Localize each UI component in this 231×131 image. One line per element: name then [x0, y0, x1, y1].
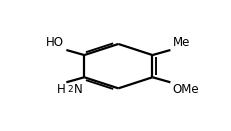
Text: HO: HO — [46, 36, 64, 49]
Text: N: N — [73, 83, 82, 96]
Text: Me: Me — [173, 36, 190, 49]
Text: H: H — [57, 83, 65, 96]
Text: OMe: OMe — [173, 83, 199, 96]
Text: 2: 2 — [67, 85, 73, 94]
